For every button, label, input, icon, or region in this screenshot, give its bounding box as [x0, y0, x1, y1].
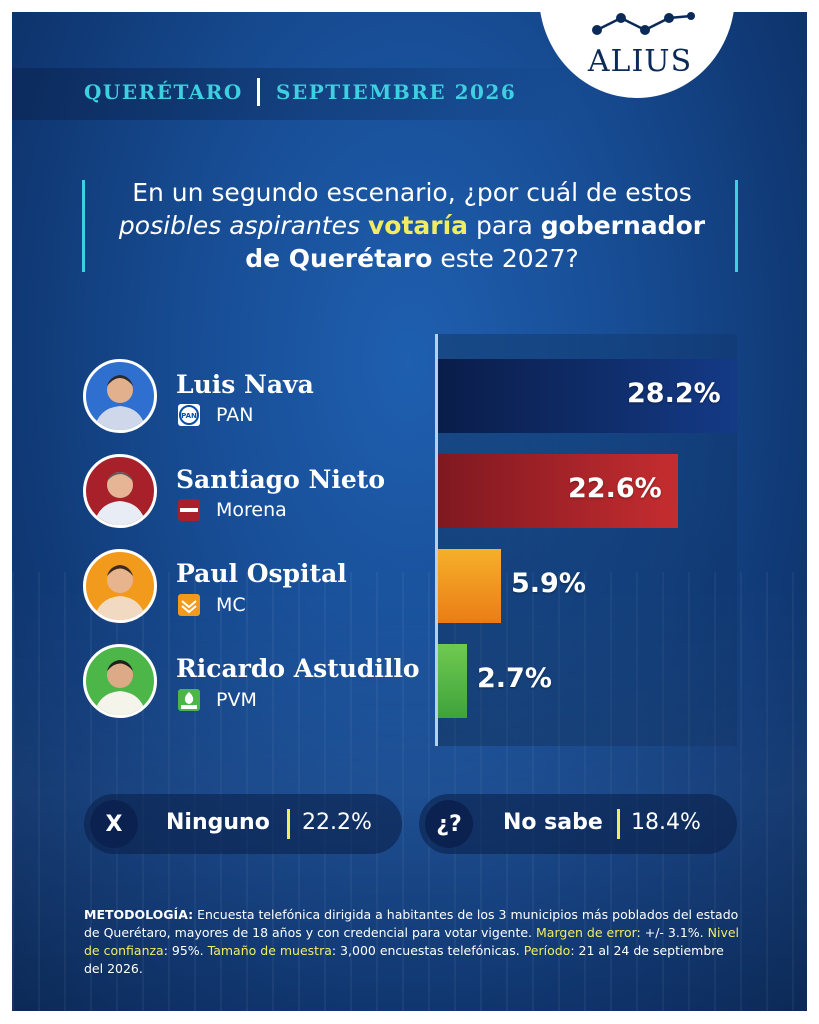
ninguno-label: Ninguno [166, 810, 270, 835]
question-line-3: de Querétaro este 2027? [102, 242, 722, 275]
svg-text:PAN: PAN [181, 412, 197, 420]
confidence-key: Nivel de confianza [84, 925, 740, 958]
pill-separator [287, 809, 290, 839]
bar-santiago-nieto [438, 454, 678, 528]
pan-logo-icon: PAN [178, 404, 200, 426]
bar-value-label: 5.9% [511, 568, 586, 599]
mc-logo-icon [178, 594, 200, 616]
no-sabe-value: 18.4% [631, 810, 701, 835]
region-label: QUERÉTARO [84, 80, 243, 104]
x-icon: X [90, 800, 138, 848]
question-left-bar [82, 180, 85, 272]
party-name: MC [216, 594, 246, 616]
question-italic: posibles aspirantes [118, 211, 361, 240]
bar-paul-ospital [438, 549, 501, 623]
question-rest: para [476, 211, 533, 240]
bar-luis-nava [438, 359, 737, 433]
bar-value-label: 28.2% [627, 378, 721, 409]
question-rest-2: este 2027? [440, 244, 579, 273]
bar-value-label: 22.6% [568, 473, 662, 504]
candidate-photo [83, 549, 157, 623]
question-right-bar [735, 180, 738, 272]
morena-logo-icon [178, 499, 200, 521]
margin-key: Margen de error [536, 925, 637, 940]
candidate-name: Paul Ospital [176, 559, 347, 588]
no-sabe-label: No sabe [503, 810, 603, 835]
no-sabe-pill: ¿? No sabe 18.4% [419, 794, 737, 854]
candidate-name: Ricardo Astudillo [176, 654, 420, 683]
pill-separator [617, 809, 620, 839]
date-label: SEPTIEMBRE 2026 [276, 80, 517, 104]
methodology-key: METODOLOGÍA: [84, 907, 194, 922]
candidate-photo [83, 359, 157, 433]
bar-value-label: 2.7% [477, 663, 552, 694]
header-band [12, 68, 572, 120]
candidate-name: Santiago Nieto [176, 465, 386, 494]
bar-ricardo-astudillo [438, 644, 467, 718]
question-text: En un segundo escenario, ¿por cuál de es… [102, 176, 722, 275]
header-separator [257, 78, 260, 106]
candidate-photo [83, 454, 157, 528]
candidate-name: Luis Nava [176, 370, 314, 399]
city-background [12, 572, 807, 1011]
period-value: : 21 al 24 de septiembre del 2026. [84, 943, 724, 976]
party-name: PAN [216, 404, 254, 426]
question-bold: gobernador [540, 211, 706, 240]
poll-card: ALIUS QUERÉTARO SEPTIEMBRE 2026 En un se… [12, 12, 807, 1011]
candidate-photo [83, 644, 157, 718]
question-line-2: posibles aspirantes votaría para goberna… [102, 209, 722, 242]
question-mark-icon: ¿? [425, 800, 473, 848]
chart-axis [435, 334, 438, 746]
party-name: Morena [216, 499, 287, 521]
ninguno-value: 22.2% [302, 810, 372, 835]
margin-value: : +/- 3.1%. [636, 925, 704, 940]
logo-dots-icon [592, 12, 695, 35]
methodology-text: METODOLOGÍA: Encuesta telefónica dirigid… [84, 906, 744, 978]
confidence-value: : 95%. [163, 943, 204, 958]
question-line-1: En un segundo escenario, ¿por cuál de es… [132, 178, 692, 207]
period-key: Período [523, 943, 571, 958]
question-highlight: votaría [367, 211, 469, 240]
question-bold-2: de Querétaro [245, 244, 433, 273]
pvm-logo-icon [178, 689, 200, 711]
party-name: PVM [216, 689, 257, 711]
methodology-body: Encuesta telefónica dirigida a habitante… [84, 907, 739, 940]
sample-value: : 3,000 encuestas telefónicas. [331, 943, 520, 958]
logo-text: ALIUS [587, 44, 693, 79]
ninguno-pill: X Ninguno 22.2% [84, 794, 402, 854]
sample-key: Tamaño de muestra [207, 943, 332, 958]
